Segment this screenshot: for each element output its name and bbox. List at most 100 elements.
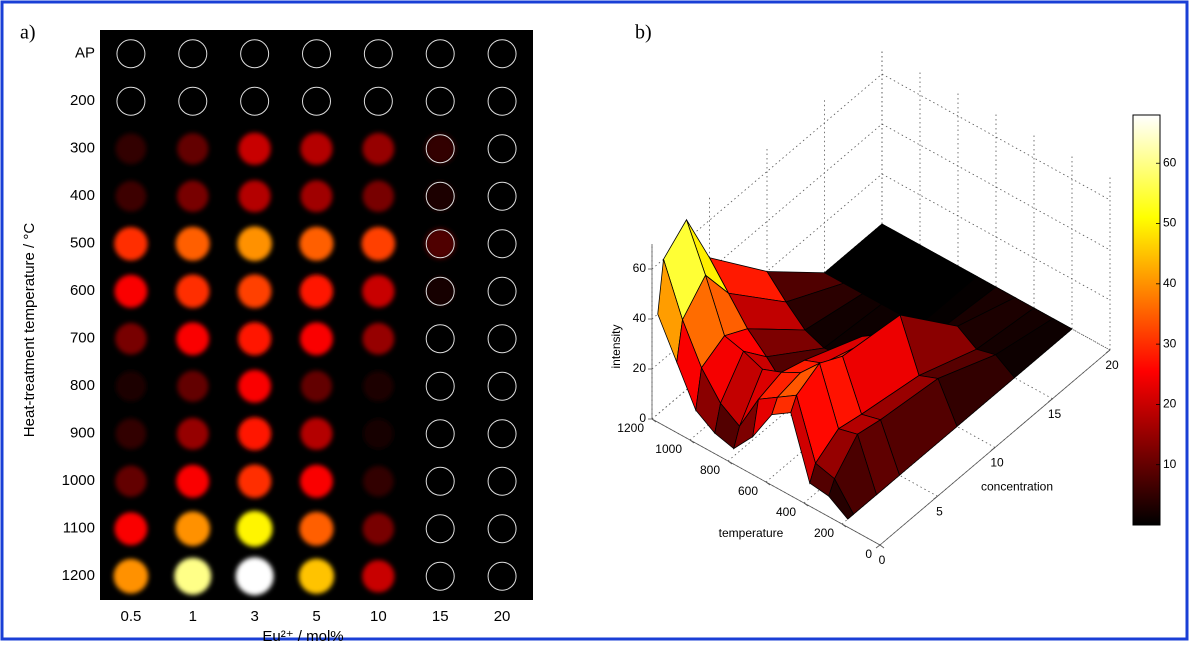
spot: [300, 132, 333, 165]
panel-label: a): [20, 22, 36, 44]
x-tick-label: 800: [700, 463, 720, 477]
well-outline: [116, 39, 146, 69]
spot: [425, 276, 456, 307]
spot: [487, 228, 518, 259]
y-tick-label: 200: [70, 92, 95, 109]
spot: [237, 417, 272, 451]
spot: [363, 371, 394, 402]
x-tick-label: 1000: [655, 442, 682, 456]
spot: [238, 132, 271, 165]
well-outline: [487, 39, 517, 69]
x-tick-label: 15: [432, 608, 449, 625]
well-outline: [487, 371, 517, 401]
well-outline: [240, 39, 270, 69]
spot: [300, 370, 333, 402]
tick-mark: [651, 418, 657, 423]
well-outline: [425, 86, 455, 116]
well-outline: [363, 86, 393, 116]
x-tick-label: 20: [494, 608, 511, 625]
well-outline: [425, 514, 455, 544]
well-outline: [425, 276, 455, 306]
spot: [114, 226, 148, 261]
spot: [424, 228, 456, 260]
tick-mark: [727, 460, 733, 465]
x-tick-label: 1: [189, 608, 197, 625]
spot: [301, 86, 332, 117]
well-outline: [487, 466, 517, 496]
well-outline: [425, 39, 455, 69]
spot: [300, 417, 333, 450]
y-tick-label: 700: [70, 330, 95, 347]
colorbar: [1132, 114, 1161, 526]
spot: [425, 466, 456, 497]
well-outline: [425, 419, 455, 449]
y-tick-label: 400: [70, 187, 95, 204]
tick-mark: [803, 502, 809, 507]
spot: [425, 418, 456, 449]
well-outline: [425, 134, 455, 164]
tick-mark: [933, 495, 938, 500]
y-tick-label: 1100: [63, 520, 95, 537]
spot: [237, 274, 272, 309]
well-outline: [487, 324, 517, 354]
well-outline: [178, 39, 208, 69]
z-tick-label: 60: [633, 261, 647, 275]
z-tick-label: 20: [633, 361, 647, 375]
spot: [487, 513, 518, 544]
spot: [425, 181, 456, 212]
y-tick-label: 300: [70, 140, 95, 157]
well-outline: [425, 561, 455, 591]
panel-label: b): [635, 22, 652, 44]
spot: [487, 418, 518, 449]
x-tick-label: 3: [250, 608, 258, 625]
spot: [487, 38, 518, 69]
spot: [487, 276, 518, 307]
z-tick-label: 0: [639, 411, 646, 425]
panel-b: 020040060080010001200051015200204060temp…: [609, 49, 1177, 567]
spot: [425, 323, 456, 354]
well-outline: [487, 276, 517, 306]
spot: [115, 418, 147, 450]
y-tick-label: 500: [70, 235, 95, 252]
y-tick-label: AP: [75, 45, 95, 62]
spot: [176, 464, 210, 498]
colorbar-tick-label: 10: [1163, 457, 1177, 471]
spot: [115, 133, 147, 165]
tick-mark: [879, 544, 885, 549]
well-outline: [487, 419, 517, 449]
tick-mark: [1048, 398, 1053, 403]
y-tick-label: 10: [990, 456, 1004, 470]
spot: [487, 133, 518, 164]
colorbar-tick-label: 40: [1163, 276, 1177, 290]
spot: [238, 180, 271, 213]
y-tick-label: 0: [879, 553, 886, 567]
spot: [175, 226, 210, 261]
spot: [176, 322, 210, 356]
spot: [236, 510, 273, 547]
y-tick-label: 900: [70, 425, 95, 442]
spot: [176, 274, 210, 309]
x-tick-label: 200: [814, 526, 834, 540]
y-tick-label: 1000: [62, 472, 95, 489]
y-tick-label: 600: [70, 282, 95, 299]
spot: [114, 512, 148, 546]
image-background: [100, 30, 533, 600]
y-tick-label: 15: [1048, 407, 1062, 421]
spot: [115, 38, 146, 69]
well-outline: [302, 39, 331, 69]
spot: [362, 132, 395, 165]
spot: [487, 86, 518, 117]
spot: [301, 38, 332, 69]
panel-a: 0.5 1 3 5 10 15 20 AP 200 300 400 500 600 700 800 900 10…: [62, 30, 533, 625]
well-outline: [487, 514, 517, 544]
spot: [300, 180, 333, 213]
x-tick-label: 600: [738, 484, 758, 498]
spot: [115, 180, 147, 212]
x-tick-label: 400: [776, 505, 796, 519]
spot: [487, 561, 518, 592]
spot: [175, 511, 211, 547]
z-tick-label: 40: [633, 311, 647, 325]
well-outline: [425, 229, 455, 259]
well-outline: [487, 561, 517, 591]
y-tick-label: 20: [1105, 358, 1119, 372]
